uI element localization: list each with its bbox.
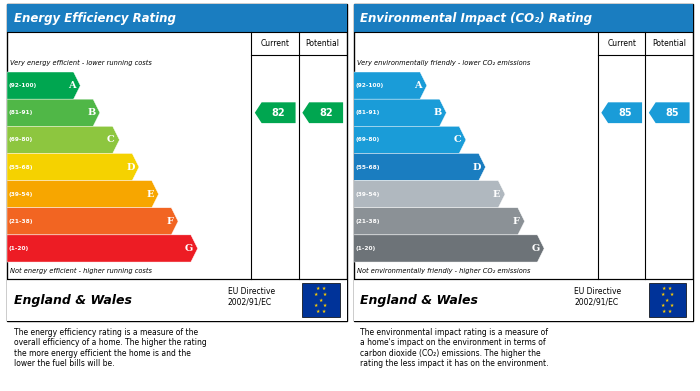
Text: C: C xyxy=(107,135,115,144)
Text: EU Directive
2002/91/EC: EU Directive 2002/91/EC xyxy=(228,287,275,307)
Text: (55-68): (55-68) xyxy=(8,165,33,170)
Polygon shape xyxy=(302,102,343,123)
Text: B: B xyxy=(434,108,442,117)
Text: 85: 85 xyxy=(618,108,632,118)
Polygon shape xyxy=(7,72,80,99)
Text: Environmental Impact (CO₂) Rating: Environmental Impact (CO₂) Rating xyxy=(360,12,592,25)
Text: 85: 85 xyxy=(666,108,680,118)
Polygon shape xyxy=(354,208,524,235)
Text: F: F xyxy=(512,217,519,226)
Polygon shape xyxy=(354,153,486,181)
Text: The energy efficiency rating is a measure of the
overall efficiency of a home. T: The energy efficiency rating is a measur… xyxy=(14,328,206,368)
Text: (39-54): (39-54) xyxy=(8,192,33,197)
Polygon shape xyxy=(255,102,295,123)
Text: (92-100): (92-100) xyxy=(355,83,384,88)
Text: D: D xyxy=(473,163,481,172)
Text: (81-91): (81-91) xyxy=(8,110,33,115)
Polygon shape xyxy=(354,235,544,262)
Polygon shape xyxy=(7,208,178,235)
Polygon shape xyxy=(601,102,642,123)
Text: 82: 82 xyxy=(319,108,333,118)
FancyBboxPatch shape xyxy=(354,4,693,32)
Text: Very energy efficient - lower running costs: Very energy efficient - lower running co… xyxy=(10,60,153,66)
Text: (1-20): (1-20) xyxy=(8,246,29,251)
Text: 82: 82 xyxy=(272,108,286,118)
Text: B: B xyxy=(88,108,95,117)
Text: (21-38): (21-38) xyxy=(8,219,33,224)
Text: G: G xyxy=(531,244,540,253)
Text: (81-91): (81-91) xyxy=(355,110,379,115)
Text: A: A xyxy=(414,81,422,90)
Text: Current: Current xyxy=(260,39,290,48)
Text: (55-68): (55-68) xyxy=(355,165,379,170)
Text: (69-80): (69-80) xyxy=(355,137,379,142)
Text: (1-20): (1-20) xyxy=(355,246,375,251)
FancyBboxPatch shape xyxy=(7,4,346,32)
Text: C: C xyxy=(454,135,461,144)
FancyBboxPatch shape xyxy=(7,280,346,321)
Polygon shape xyxy=(7,235,197,262)
Text: Not environmentally friendly - higher CO₂ emissions: Not environmentally friendly - higher CO… xyxy=(357,268,531,274)
Text: ★ ★
★   ★
  ★  
★   ★
★ ★: ★ ★ ★ ★ ★ ★ ★ ★ ★ xyxy=(661,286,674,314)
Text: Not energy efficient - higher running costs: Not energy efficient - higher running co… xyxy=(10,268,153,274)
Polygon shape xyxy=(649,102,689,123)
Text: Potential: Potential xyxy=(652,39,686,48)
Polygon shape xyxy=(7,153,139,181)
Polygon shape xyxy=(7,181,159,208)
FancyBboxPatch shape xyxy=(649,283,686,317)
Text: A: A xyxy=(68,81,76,90)
FancyBboxPatch shape xyxy=(302,283,340,317)
Text: G: G xyxy=(185,244,193,253)
FancyBboxPatch shape xyxy=(354,280,693,321)
Text: England & Wales: England & Wales xyxy=(14,294,132,307)
Text: (69-80): (69-80) xyxy=(8,137,33,142)
Text: EU Directive
2002/91/EC: EU Directive 2002/91/EC xyxy=(574,287,622,307)
Polygon shape xyxy=(354,126,466,153)
Text: (39-54): (39-54) xyxy=(355,192,379,197)
Polygon shape xyxy=(7,99,100,126)
Text: (92-100): (92-100) xyxy=(8,83,37,88)
Text: The environmental impact rating is a measure of
a home's impact on the environme: The environmental impact rating is a mea… xyxy=(360,328,549,368)
Polygon shape xyxy=(354,181,505,208)
Text: E: E xyxy=(493,190,500,199)
Text: ★ ★
★   ★
  ★  
★   ★
★ ★: ★ ★ ★ ★ ★ ★ ★ ★ ★ xyxy=(314,286,328,314)
Text: D: D xyxy=(126,163,134,172)
Polygon shape xyxy=(354,99,447,126)
Text: England & Wales: England & Wales xyxy=(360,294,478,307)
FancyBboxPatch shape xyxy=(7,4,346,321)
Text: Energy Efficiency Rating: Energy Efficiency Rating xyxy=(14,12,176,25)
FancyBboxPatch shape xyxy=(354,4,693,321)
Text: Current: Current xyxy=(607,39,636,48)
Polygon shape xyxy=(354,72,427,99)
Text: F: F xyxy=(166,217,173,226)
Text: (21-38): (21-38) xyxy=(355,219,379,224)
Polygon shape xyxy=(7,126,120,153)
Text: Very environmentally friendly - lower CO₂ emissions: Very environmentally friendly - lower CO… xyxy=(357,60,531,66)
Text: Potential: Potential xyxy=(306,39,340,48)
Text: E: E xyxy=(146,190,154,199)
